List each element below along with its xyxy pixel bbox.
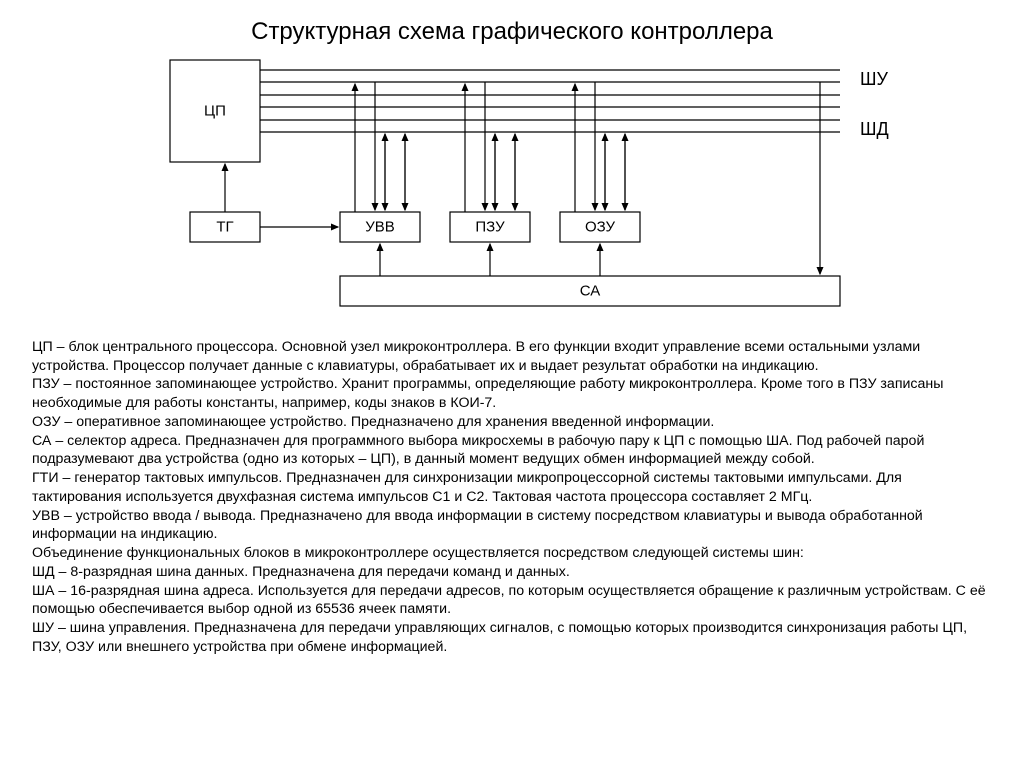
description-line: ОЗУ – оперативное запоминающее устройств… (32, 413, 992, 432)
description-line: ШД – 8-разрядная шина данных. Предназнач… (32, 563, 992, 582)
description-line: Объединение функциональных блоков в микр… (32, 544, 992, 563)
node-tg-label: ТГ (216, 219, 233, 236)
description-block: ЦП – блок центрального процессора. Основ… (32, 338, 992, 656)
block-diagram: ШУ ШД ЦП ТГ УВВ ПЗУ ОЗУ СА (160, 60, 900, 310)
page-title: Структурная схема графического контролле… (0, 18, 1024, 46)
node-cpu-label: ЦП (204, 103, 226, 120)
description-line: УВВ – устройство ввода / вывода. Предназ… (32, 507, 992, 544)
node-sa-label: СА (580, 283, 601, 300)
bus-shd-label: ШД (860, 119, 889, 139)
description-line: ПЗУ – постоянное запоминающее устройство… (32, 375, 992, 412)
node-pzu-label: ПЗУ (475, 219, 505, 236)
diagram-svg: ШУ ШД ЦП ТГ УВВ ПЗУ ОЗУ СА (170, 60, 889, 306)
description-line: ГТИ – генератор тактовых импульсов. Пред… (32, 469, 992, 506)
node-ozu-label: ОЗУ (585, 219, 616, 236)
node-uvv-label: УВВ (365, 219, 395, 236)
description-line: ШУ – шина управления. Предназначена для … (32, 619, 992, 656)
description-line: ША – 16-разрядная шина адреса. Используе… (32, 582, 992, 619)
page: Структурная схема графического контролле… (0, 0, 1024, 768)
description-line: ЦП – блок центрального процессора. Основ… (32, 338, 992, 375)
description-line: СА – селектор адреса. Предназначен для п… (32, 432, 992, 469)
bus-shu-label: ШУ (860, 69, 888, 89)
